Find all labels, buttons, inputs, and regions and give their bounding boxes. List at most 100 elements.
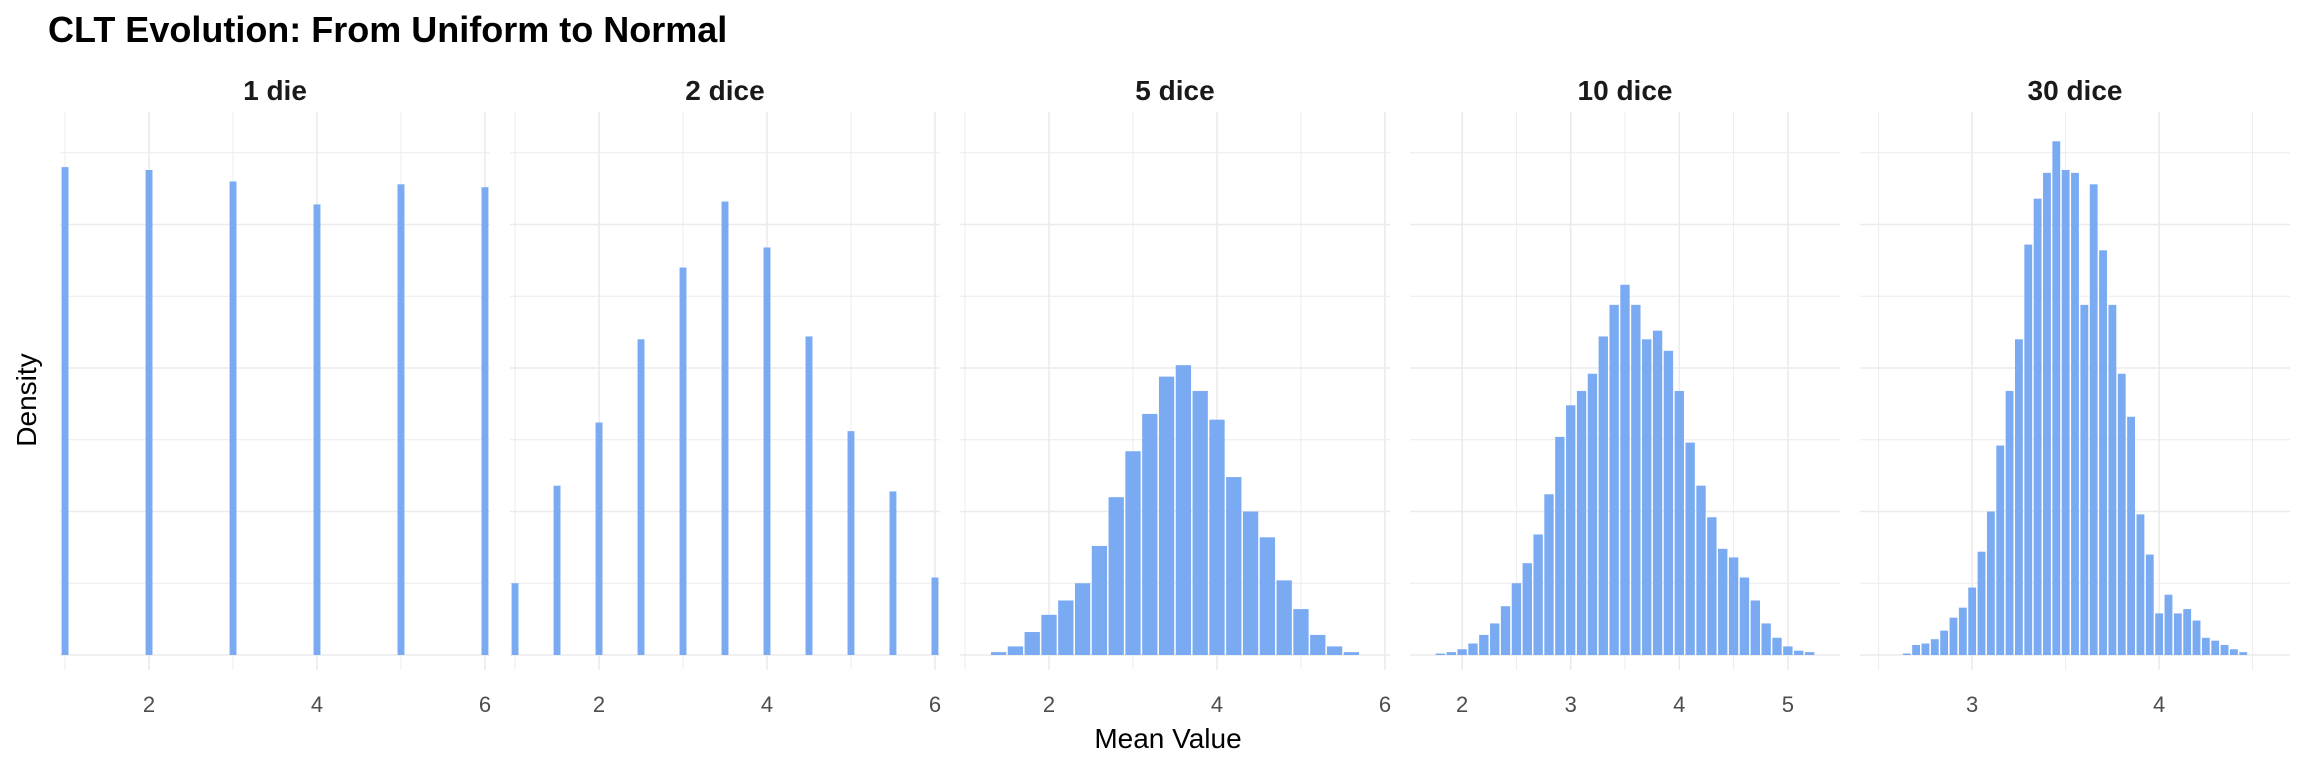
histogram-bar (1175, 365, 1192, 655)
histogram-bar (2080, 304, 2089, 655)
x-tick-label: 6 (1379, 692, 1391, 717)
histogram-bar (313, 204, 321, 655)
histogram-bar (1108, 497, 1124, 655)
histogram-bar (763, 247, 771, 655)
facet-strip-label: 5 dice (1135, 75, 1214, 106)
histogram-bar (1728, 557, 1739, 655)
histogram-bar (1555, 436, 1565, 655)
x-tick-label: 3 (1966, 692, 1978, 717)
histogram-bar (1620, 284, 1630, 655)
histogram-bar (1293, 609, 1309, 655)
histogram-bar (1490, 623, 1500, 655)
histogram-bar (1158, 376, 1175, 655)
histogram-bar (2117, 373, 2126, 655)
histogram-bar (1696, 485, 1706, 655)
histogram-bar (1958, 607, 1967, 655)
x-tick-label: 4 (311, 692, 323, 717)
histogram-bar (1024, 632, 1040, 655)
histogram-bar (61, 167, 69, 655)
histogram-bar (145, 169, 153, 655)
histogram-bar (1587, 373, 1598, 655)
facet-panels: 1 die 2 4 6 2 dice 2 4 6 5 dice 2 4 6 10 dice 2 3 4 5 30 … (60, 75, 2290, 717)
histogram-bar (1761, 623, 1771, 655)
x-tick-label: 2 (1456, 692, 1468, 717)
histogram-bar (1598, 336, 1608, 655)
histogram-bar (679, 267, 687, 655)
histogram-bar (2183, 609, 2192, 655)
histogram-bar (1511, 583, 1522, 655)
histogram-bar (2220, 644, 2229, 655)
histogram-bar (1707, 517, 1717, 655)
x-tick-label: 3 (1565, 692, 1577, 717)
x-tick-label: 6 (479, 692, 491, 717)
histogram-bar (1986, 511, 1995, 655)
histogram-bar (1772, 637, 1782, 655)
histogram-bar (1739, 577, 1750, 655)
histogram-bar (1074, 583, 1091, 655)
histogram-bar (397, 184, 405, 655)
histogram-bar (2173, 613, 2182, 655)
histogram-bar (1310, 634, 1326, 655)
histogram-bar (931, 577, 939, 655)
histogram-bar (721, 201, 729, 656)
histogram-bar (553, 485, 561, 655)
histogram-bar (1794, 650, 1804, 655)
histogram-bar (1192, 390, 1208, 655)
histogram-bar (1912, 644, 1921, 655)
histogram-bar (1500, 606, 1511, 655)
histogram-bar (2136, 514, 2145, 655)
histogram-bar (889, 491, 897, 655)
histogram-bar (1457, 649, 1467, 655)
histogram-bar (2071, 172, 2079, 655)
facet-strip-label: 2 dice (685, 75, 764, 106)
x-tick-label: 2 (593, 692, 605, 717)
facet-panel: 10 dice 2 3 4 5 (1410, 75, 1840, 717)
histogram-bar (1996, 445, 2005, 655)
histogram-bar (1326, 646, 1343, 655)
histogram-bar (1058, 600, 1074, 655)
histogram-bar (1544, 494, 1554, 655)
histogram-bar (990, 652, 1007, 655)
x-tick-label: 4 (761, 692, 773, 717)
x-tick-label: 5 (1782, 692, 1794, 717)
histogram-bar (1566, 405, 1576, 655)
facet-panel: 30 dice 3 4 (1860, 75, 2290, 717)
y-axis-title: Density (11, 353, 42, 446)
histogram-bar (1007, 646, 1024, 655)
histogram-bar (805, 336, 813, 655)
histogram-bar (1468, 643, 1478, 655)
histogram-bar (1259, 537, 1276, 655)
histogram-bar (2061, 169, 2070, 655)
histogram-bar (1804, 652, 1815, 655)
facet-strip-label: 1 die (243, 75, 307, 106)
histogram-bar (1533, 534, 1543, 655)
x-tick-label: 4 (1673, 692, 1685, 717)
histogram-bar (1209, 419, 1225, 655)
x-tick-label: 4 (2153, 692, 2165, 717)
histogram-bar (2155, 613, 2164, 655)
histogram-bar (2164, 594, 2173, 655)
histogram-bar (2005, 390, 2014, 655)
histogram-bar (637, 339, 645, 655)
histogram-bar (2014, 339, 2023, 655)
histogram-bar (229, 181, 237, 655)
histogram-bar (1125, 451, 1141, 655)
histogram-bar (1609, 304, 1619, 655)
histogram-bar (1968, 587, 1977, 655)
facet-panel: 5 dice 2 4 6 (960, 75, 1391, 717)
histogram-bar (2024, 244, 2033, 655)
histogram-bar (1343, 652, 1360, 655)
histogram-bar (2211, 640, 2220, 655)
histogram-bar (2192, 620, 2201, 655)
facet-strip-label: 10 dice (1578, 75, 1673, 106)
histogram-bar (2108, 304, 2117, 655)
facet-panel: 1 die 2 4 6 (60, 75, 491, 717)
histogram-bar (1750, 600, 1760, 655)
histogram-bar (1226, 477, 1242, 655)
x-tick-label: 2 (1043, 692, 1055, 717)
histogram-bar (2127, 416, 2136, 655)
histogram-bar (847, 431, 855, 655)
histogram-bar (1674, 390, 1684, 655)
histogram-bar (1642, 339, 1652, 655)
